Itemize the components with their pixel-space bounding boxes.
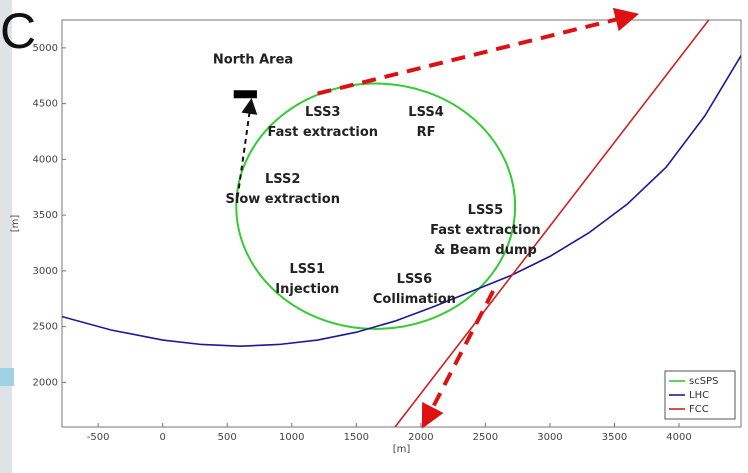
beam-arrow-black	[236, 97, 258, 198]
annotation-label: Slow extraction	[226, 192, 340, 207]
x-tick-label: 3000	[537, 432, 562, 443]
annotation-label: Injection	[275, 282, 339, 297]
y-tick-label: 5000	[33, 43, 58, 54]
x-tick-label: 0	[160, 432, 166, 443]
annotation-label: & Beam dump	[434, 243, 537, 258]
annotation-label: LSS4	[408, 105, 443, 120]
annotation-label: LSS3	[305, 105, 340, 120]
beam-arrow-red	[421, 290, 495, 429]
plot-area	[61, 19, 742, 428]
panel-letter: C	[0, 3, 37, 59]
legend-entry: FCC	[689, 404, 709, 415]
x-tick-label: 4000	[666, 432, 691, 443]
annotation-label: Fast extraction	[267, 125, 378, 140]
x-tick-label: 3500	[602, 432, 627, 443]
x-tick-label: 2000	[408, 432, 433, 443]
annotation-label: Collimation	[373, 292, 456, 307]
y-tick-label: 3000	[33, 266, 58, 277]
annotation-label: LSS5	[468, 203, 503, 218]
annotation-label: Fast extraction	[430, 223, 541, 238]
x-tick-label: 1000	[279, 432, 304, 443]
side-accent-strip	[0, 368, 14, 386]
annotation-label: LSS1	[290, 262, 325, 277]
fcc-series	[394, 20, 710, 427]
annotation-label: LSS2	[265, 172, 300, 187]
legend-entry: LHC	[689, 390, 709, 401]
y-tick-label: 3500	[33, 210, 58, 221]
annotation-label: RF	[417, 125, 436, 140]
lhc-series	[62, 55, 741, 347]
x-tick-label: 2500	[473, 432, 498, 443]
x-tick-label: 500	[218, 432, 237, 443]
beam-arrow-red	[317, 7, 640, 96]
x-axis-label: [m]	[393, 444, 411, 455]
x-tick-label: 1500	[344, 432, 369, 443]
x-tick-label: -500	[87, 432, 110, 443]
annotation-label: LSS6	[397, 272, 432, 287]
y-tick-label: 4000	[33, 154, 58, 165]
annotation-label: North Area	[213, 52, 293, 67]
legend-entry: scSPS	[689, 376, 718, 387]
y-tick-label: 2500	[33, 322, 58, 333]
north-area-marker	[233, 90, 257, 99]
y-tick-label: 4500	[33, 99, 58, 110]
y-tick-label: 2000	[33, 377, 58, 388]
y-axis-label: [m]	[10, 215, 21, 233]
scsps-series	[235, 82, 517, 330]
